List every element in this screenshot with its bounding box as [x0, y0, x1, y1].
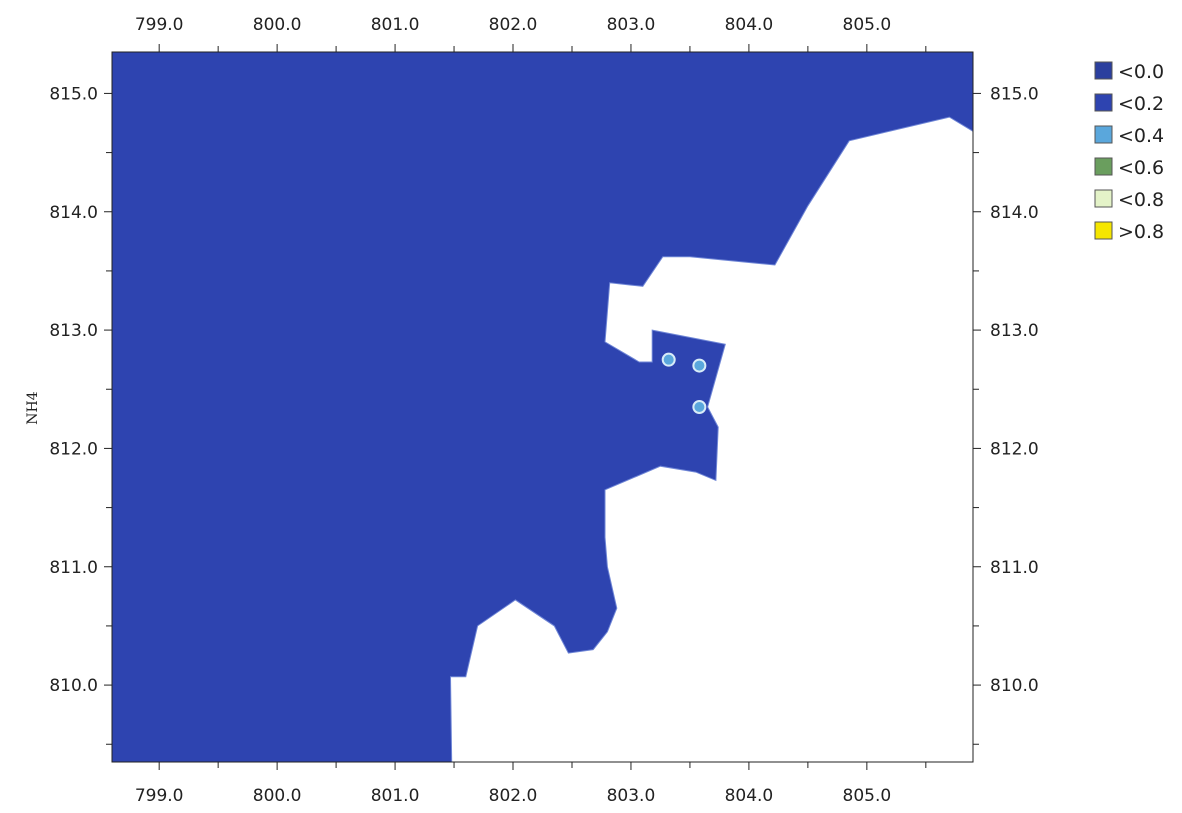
sample-points: [661, 352, 707, 414]
x-tick-label-top: 802.0: [489, 15, 538, 35]
plot-frame: [111, 51, 974, 763]
plot-area: [112, 52, 974, 763]
x-tick-label-bottom: 800.0: [253, 786, 302, 806]
legend-label: >0.8: [1118, 221, 1164, 243]
y-tick-label-right: 812.0: [990, 439, 1039, 459]
y-tick-label-left: 810.0: [49, 676, 98, 696]
x-tick-label-bottom: 802.0: [489, 786, 538, 806]
sample-point: [661, 352, 676, 367]
x-tick-label-top: 801.0: [371, 15, 420, 35]
x-tick-label-top: 803.0: [607, 15, 656, 35]
legend-label: <0.8: [1118, 189, 1164, 211]
x-tick-label-bottom: 801.0: [371, 786, 420, 806]
land-area: [449, 116, 974, 763]
x-tick-label-top: 804.0: [725, 15, 774, 35]
y-tick-label-right: 815.0: [990, 84, 1039, 104]
legend-label: <0.2: [1118, 93, 1164, 115]
legend: <0.0 <0.2 <0.4 <0.6 <0.8 >0.8: [1094, 61, 1164, 243]
y-tick-label-left: 815.0: [49, 84, 98, 104]
y-tick-label-right: 813.0: [990, 321, 1039, 341]
y-tick-label-left: 812.0: [49, 439, 98, 459]
x-tick-label-top: 805.0: [843, 15, 892, 35]
legend-swatch: [1094, 189, 1113, 208]
legend-swatch: [1094, 93, 1113, 112]
x-tick-label-bottom: 803.0: [607, 786, 656, 806]
sample-point: [692, 400, 707, 414]
x-tick-label-bottom: 804.0: [725, 786, 774, 806]
y-tick-label-left: 813.0: [49, 321, 98, 341]
y-tick-label-right: 810.0: [990, 676, 1039, 696]
y-axis-title: NH4: [25, 391, 41, 424]
y-tick-label-right: 811.0: [990, 558, 1039, 578]
legend-label: <0.4: [1118, 125, 1164, 147]
axes: 799.0 799.0 800.0 800.0 801.0 801.0 802.0 802.0…: [49, 15, 1038, 806]
legend-swatch: [1094, 125, 1113, 144]
legend-label: <0.0: [1118, 61, 1164, 83]
legend-swatch: [1094, 157, 1113, 176]
legend-swatch: [1094, 61, 1113, 80]
x-tick-label-bottom: 805.0: [843, 786, 892, 806]
sample-point: [692, 358, 707, 373]
legend-label: <0.6: [1118, 157, 1164, 179]
y-tick-label-left: 814.0: [49, 203, 98, 223]
x-tick-label-bottom: 799.0: [135, 786, 184, 806]
y-tick-label-left: 811.0: [49, 558, 98, 578]
x-tick-label-top: 800.0: [253, 15, 302, 35]
x-tick-label-top: 799.0: [135, 15, 184, 35]
legend-swatch: [1094, 221, 1113, 240]
y-tick-label-right: 814.0: [990, 203, 1039, 223]
